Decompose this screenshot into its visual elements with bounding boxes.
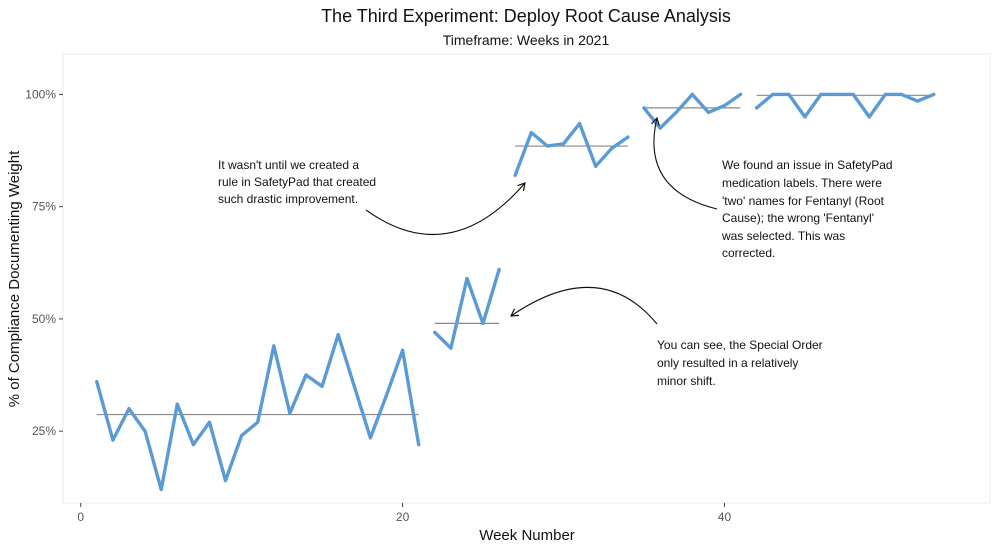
series-line — [433, 267, 501, 350]
data-point — [272, 344, 276, 348]
y-tick-label: 75% — [32, 200, 56, 214]
series-line — [95, 332, 421, 492]
series-lines — [95, 92, 936, 492]
annotation-text-line: minor shift. — [657, 374, 716, 388]
annotation-text-line: was selected. This was — [721, 229, 845, 243]
data-point — [771, 92, 775, 97]
data-point — [223, 478, 228, 483]
annotation-special-order: You can see, the Special Order only resu… — [510, 286, 823, 388]
data-point — [288, 411, 292, 415]
data-point — [835, 92, 839, 97]
y-axis-title: % of Compliance Documenting Weight — [6, 150, 23, 407]
data-point — [191, 443, 195, 447]
data-point — [368, 436, 372, 440]
data-point — [159, 487, 163, 492]
data-point — [899, 92, 904, 97]
data-point — [529, 130, 533, 135]
data-point — [706, 110, 710, 114]
annotation-text-line: We found an issue in SafetyPad — [722, 158, 893, 172]
annotation-arrow — [365, 182, 526, 236]
annotation-arrow — [651, 116, 718, 210]
data-point — [738, 92, 743, 97]
data-point — [787, 92, 791, 97]
data-point — [175, 402, 179, 406]
y-tick-label: 50% — [32, 312, 56, 326]
data-point — [722, 104, 727, 108]
series-line — [513, 121, 630, 177]
data-point — [497, 267, 501, 272]
data-point — [561, 142, 566, 146]
data-point — [642, 106, 646, 110]
data-point — [256, 420, 260, 424]
data-point — [658, 126, 662, 130]
data-point — [545, 144, 550, 148]
data-point — [851, 92, 855, 97]
annotation-text-line: only resulted in a relatively — [657, 356, 798, 370]
data-point — [513, 173, 517, 177]
annotation-text-line: It wasn't until we created a — [218, 158, 359, 172]
data-point — [111, 438, 115, 442]
annotation-text-line: medication labels. There were — [722, 176, 882, 190]
data-point — [320, 384, 324, 388]
axis-ticks: 0 20 40 25% 50% 75% 100% — [25, 87, 731, 524]
data-point — [883, 92, 887, 97]
y-tick-label: 25% — [32, 424, 56, 438]
data-point — [336, 333, 340, 337]
data-point — [417, 443, 421, 447]
annotation-arrow — [510, 286, 658, 325]
annotation-text-line: such drastic improvement. — [218, 192, 358, 206]
data-point — [465, 276, 469, 281]
annotation-text-line: You can see, the Special Order — [657, 338, 823, 352]
annotation-text-line: Cause); the wrong 'Fentanyl' — [722, 211, 874, 225]
data-point — [803, 115, 807, 119]
data-point — [610, 146, 614, 150]
data-point — [915, 99, 920, 103]
data-point — [95, 380, 99, 384]
data-point — [626, 135, 630, 139]
data-point — [143, 429, 147, 433]
data-point — [690, 92, 694, 97]
annotation-rule-improvement: It wasn't until we created a rule in Saf… — [218, 158, 526, 236]
annotation-text-line: 'two' names for Fentanyl (Root — [722, 194, 885, 208]
data-point — [578, 121, 582, 126]
annotation-text-line: corrected. — [722, 246, 775, 260]
data-point — [400, 348, 405, 352]
data-point — [932, 92, 936, 97]
data-point — [755, 106, 759, 110]
data-point — [594, 164, 598, 168]
data-point — [240, 434, 244, 438]
chart-subtitle: Timeframe: Weeks in 2021 — [443, 32, 610, 48]
data-point — [384, 393, 389, 397]
series-line — [642, 92, 743, 130]
data-point — [352, 384, 356, 388]
data-point — [207, 420, 212, 424]
x-tick-label: 40 — [718, 510, 732, 524]
mean-lines — [96, 94, 934, 416]
data-point — [674, 110, 678, 114]
annotation-text-line: rule in SafetyPad that created — [218, 175, 376, 189]
data-point — [127, 407, 131, 411]
data-point — [867, 115, 871, 119]
series-line — [754, 92, 936, 119]
data-point — [481, 321, 485, 325]
x-tick-label: 0 — [77, 510, 84, 524]
annotation-fentanyl-root-cause: We found an issue in SafetyPad medicatio… — [651, 116, 893, 260]
x-axis-title: Week Number — [479, 527, 575, 544]
y-tick-label: 100% — [25, 87, 56, 101]
chart-title: The Third Experiment: Deploy Root Cause … — [321, 6, 731, 26]
data-point — [433, 330, 437, 334]
data-point — [819, 92, 823, 97]
data-point — [449, 346, 453, 350]
data-point — [304, 373, 308, 377]
x-tick-label: 20 — [396, 510, 410, 524]
plot-panel — [62, 53, 991, 504]
